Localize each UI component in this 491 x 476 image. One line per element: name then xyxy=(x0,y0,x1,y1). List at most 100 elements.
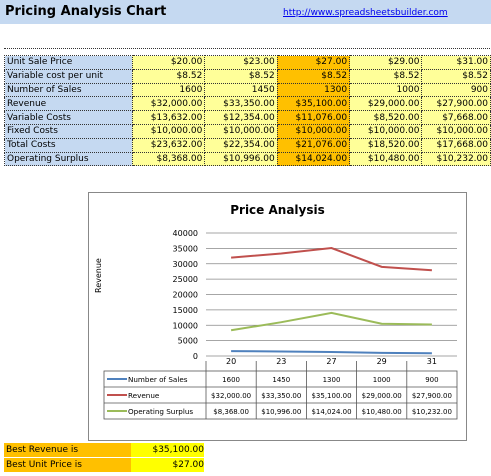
table-cell[interactable]: $10,480.00 xyxy=(349,151,423,167)
table-cell[interactable]: $20.00 xyxy=(131,55,206,70)
table-cell[interactable]: $14,024.00 xyxy=(276,151,351,167)
x-tick-label: 20 xyxy=(226,357,236,366)
data-label: 1300 xyxy=(323,376,341,384)
data-label: $29,000.00 xyxy=(362,392,402,400)
price-analysis-chart[interactable]: Price Analysis Revenue 0 5000 10000 15000 20… xyxy=(88,192,467,441)
table-row: Variable cost per unit $8.52 $8.52 $8.52 $8.… xyxy=(4,68,491,84)
row-label[interactable]: Variable cost per unit xyxy=(4,68,133,84)
x-tick-label: 23 xyxy=(276,357,286,366)
best-price-value[interactable]: $27.00 xyxy=(131,458,204,472)
table-cell[interactable]: $8.52 xyxy=(276,68,351,84)
table-cell[interactable]: $23.00 xyxy=(204,55,278,70)
y-tick-label: 0 xyxy=(193,352,198,361)
y-tick-label: 5000 xyxy=(178,337,198,346)
data-label: $35,100.00 xyxy=(311,392,351,400)
series-line-3 xyxy=(230,311,432,332)
series-line-2 xyxy=(231,247,432,272)
chart-title: Price Analysis xyxy=(230,203,325,217)
table-cell[interactable]: 1000 xyxy=(349,82,423,98)
table-cell[interactable]: $7,668.00 xyxy=(421,110,491,125)
table-cell[interactable]: $27,900.00 xyxy=(421,96,491,112)
legend-label: Operating Surplus xyxy=(128,407,193,416)
table-cell[interactable]: $8.52 xyxy=(131,68,206,84)
best-revenue-value[interactable]: $35,100.00 xyxy=(131,443,204,457)
table-cell[interactable]: $23,632.00 xyxy=(131,137,206,153)
x-tick-label: 27 xyxy=(326,357,336,366)
website-link[interactable]: http://www.spreadsheetsbuilder.com xyxy=(283,8,448,18)
table-cell[interactable]: $8.52 xyxy=(204,68,278,84)
row-label[interactable]: Number of Sales xyxy=(4,82,133,98)
table-cell[interactable]: $22,354.00 xyxy=(204,137,278,153)
data-label: $10,232.00 xyxy=(412,408,452,416)
row-label[interactable]: Unit Sale Price xyxy=(4,55,133,70)
table-cell[interactable]: $8.52 xyxy=(421,68,491,84)
table-cell[interactable]: $10,000.00 xyxy=(276,123,351,139)
table-cell[interactable]: $17,668.00 xyxy=(421,137,491,153)
table-cell[interactable]: $10,996.00 xyxy=(204,151,278,167)
y-tick-label: 20000 xyxy=(173,291,198,300)
data-label: $10,996.00 xyxy=(261,408,301,416)
row-label[interactable]: Operating Surplus xyxy=(4,151,133,167)
table-cell[interactable]: 1450 xyxy=(204,82,278,98)
chart-canvas: 0 5000 10000 15000 20000 25000 30000 35000 40000… xyxy=(103,229,458,420)
table-cell[interactable]: $13,632.00 xyxy=(131,110,206,125)
y-tick-label: 10000 xyxy=(173,321,198,330)
table-cell[interactable]: $33,350.00 xyxy=(204,96,278,112)
table-row: Fixed Costs $10,000.00 $10,000.00 $10,000.0… xyxy=(4,123,491,139)
table-cell[interactable]: $32,000.00 xyxy=(131,96,206,112)
pricing-table: Unit Sale Price $20.00 $23.00 $27.00 $29.00 $… xyxy=(4,55,491,167)
data-label: 1450 xyxy=(272,376,290,384)
data-label: $8,368.00 xyxy=(213,408,249,416)
table-row: Unit Sale Price $20.00 $23.00 $27.00 $29.00 $… xyxy=(4,55,491,70)
data-label: $14,024.00 xyxy=(311,408,351,416)
legend-label: Number of Sales xyxy=(128,375,188,384)
y-tick-label: 35000 xyxy=(173,244,198,253)
table-cell[interactable]: $12,354.00 xyxy=(204,110,278,125)
table-cell[interactable]: $27.00 xyxy=(276,55,351,70)
table-cell[interactable]: $31.00 xyxy=(421,55,491,70)
data-label: $10,480.00 xyxy=(362,408,402,416)
table-row: Revenue $32,000.00 $33,350.00 $35,100.00 $29… xyxy=(4,96,491,112)
table-cell[interactable]: 1300 xyxy=(276,82,351,98)
table-row: Operating Surplus $8,368.00 $10,996.00 $14,… xyxy=(4,151,491,167)
table-cell[interactable]: $11,076.00 xyxy=(276,110,351,125)
y-tick-label: 30000 xyxy=(173,260,198,269)
data-label: 900 xyxy=(425,376,438,384)
table-cell[interactable]: $10,000.00 xyxy=(421,123,491,139)
table-cell[interactable]: $18,520.00 xyxy=(349,137,423,153)
table-cell[interactable]: 900 xyxy=(421,82,491,98)
best-price-label: Best Unit Price is xyxy=(4,458,131,472)
y-tick-label: 40000 xyxy=(173,229,198,238)
y-tick-label: 15000 xyxy=(173,306,198,315)
series-line-1 xyxy=(231,350,432,355)
legend-label: Revenue xyxy=(128,391,160,400)
table-row: Variable Costs $13,632.00 $12,354.00 $11,07… xyxy=(4,110,491,125)
data-label: 1600 xyxy=(222,376,240,384)
data-label: $33,350.00 xyxy=(261,392,301,400)
table-cell[interactable]: $29.00 xyxy=(349,55,423,70)
table-row: Number of Sales 1600 1450 1300 1000 900 xyxy=(4,82,491,98)
data-label: 1000 xyxy=(373,376,391,384)
page-title: Pricing Analysis Chart xyxy=(5,4,167,19)
data-table-border xyxy=(103,370,458,420)
table-cell[interactable]: $8,368.00 xyxy=(131,151,206,167)
table-cell[interactable]: $10,000.00 xyxy=(349,123,423,139)
row-label[interactable]: Fixed Costs xyxy=(4,123,133,139)
table-cell[interactable]: 1600 xyxy=(131,82,206,98)
table-cell[interactable]: $8,520.00 xyxy=(349,110,423,125)
table-cell[interactable]: $10,000.00 xyxy=(131,123,206,139)
table-row: Total Costs $23,632.00 $22,354.00 $21,076.0… xyxy=(4,137,491,153)
divider xyxy=(4,48,490,49)
row-label[interactable]: Total Costs xyxy=(4,137,133,153)
table-cell[interactable]: $29,000.00 xyxy=(349,96,423,112)
table-cell[interactable]: $10,232.00 xyxy=(421,151,491,167)
row-label[interactable]: Revenue xyxy=(4,96,133,112)
table-cell[interactable]: $35,100.00 xyxy=(276,96,351,112)
table-cell[interactable]: $10,000.00 xyxy=(204,123,278,139)
y-tick-label: 25000 xyxy=(173,275,198,284)
row-label[interactable]: Variable Costs xyxy=(4,110,133,125)
table-cell[interactable]: $8.52 xyxy=(349,68,423,84)
table-cell[interactable]: $21,076.00 xyxy=(276,137,351,153)
data-label: $32,000.00 xyxy=(211,392,251,400)
data-label: $27,900.00 xyxy=(412,392,452,400)
